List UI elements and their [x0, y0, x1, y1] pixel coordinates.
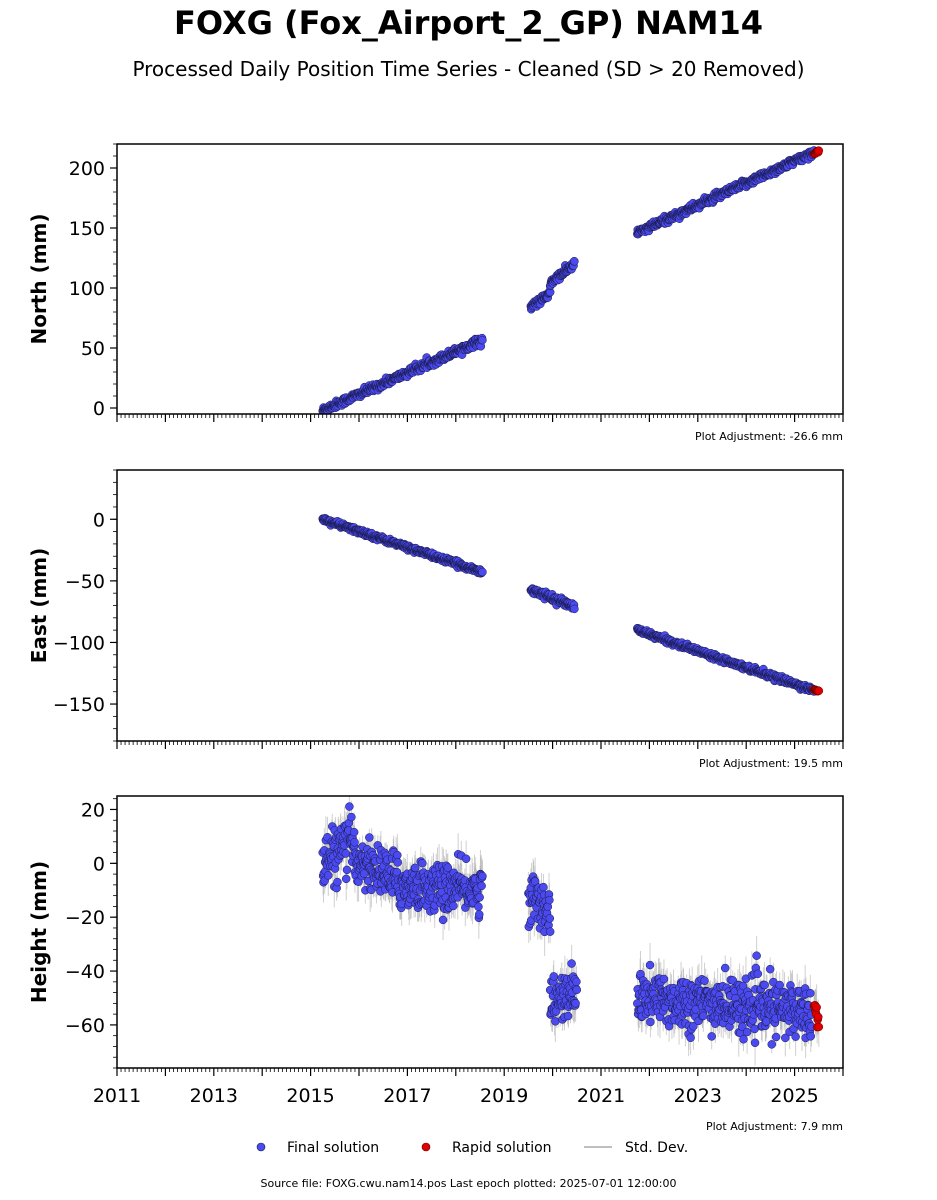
data-points	[318, 146, 824, 414]
final-solution-point	[478, 567, 487, 577]
y-axis-label: North (mm)	[27, 213, 51, 344]
y-tick-label: 200	[69, 158, 105, 180]
rapid-solution-point	[814, 146, 824, 155]
final-solution-point	[570, 604, 579, 614]
rapid-solution-point	[814, 686, 824, 696]
final-solution-point	[570, 256, 579, 266]
plot-adjustment-note: Plot Adjustment: -26.6 mm	[695, 430, 843, 443]
chart-title: FOXG (Fox_Airport_2_GP) NAM14	[174, 4, 763, 42]
panel-north: 0 50 100 150 200 North (mm) Plot Adjustment: -…	[27, 143, 844, 443]
y-axis-label: East (mm)	[27, 548, 51, 664]
y-tick-label: −100	[53, 632, 105, 654]
y-tick-label: 150	[69, 218, 105, 240]
y-tick-label: −150	[53, 694, 105, 716]
y-tick-label: −50	[65, 571, 105, 593]
final-solution-point	[478, 335, 487, 345]
panel-east: 0 −50 −100 −150 East (mm) Plot Adjustment: 19…	[27, 469, 844, 770]
data-points	[318, 514, 824, 696]
y-tick-label: 50	[81, 338, 105, 360]
y-tick-label: 0	[93, 398, 105, 420]
plot-adjustment-note: Plot Adjustment: 19.5 mm	[699, 757, 843, 770]
chart-subtitle: Processed Daily Position Time Series - C…	[132, 57, 805, 81]
plot-frame	[116, 469, 844, 742]
y-tick-label: 0	[93, 509, 105, 531]
y-tick-label: 100	[69, 278, 105, 300]
